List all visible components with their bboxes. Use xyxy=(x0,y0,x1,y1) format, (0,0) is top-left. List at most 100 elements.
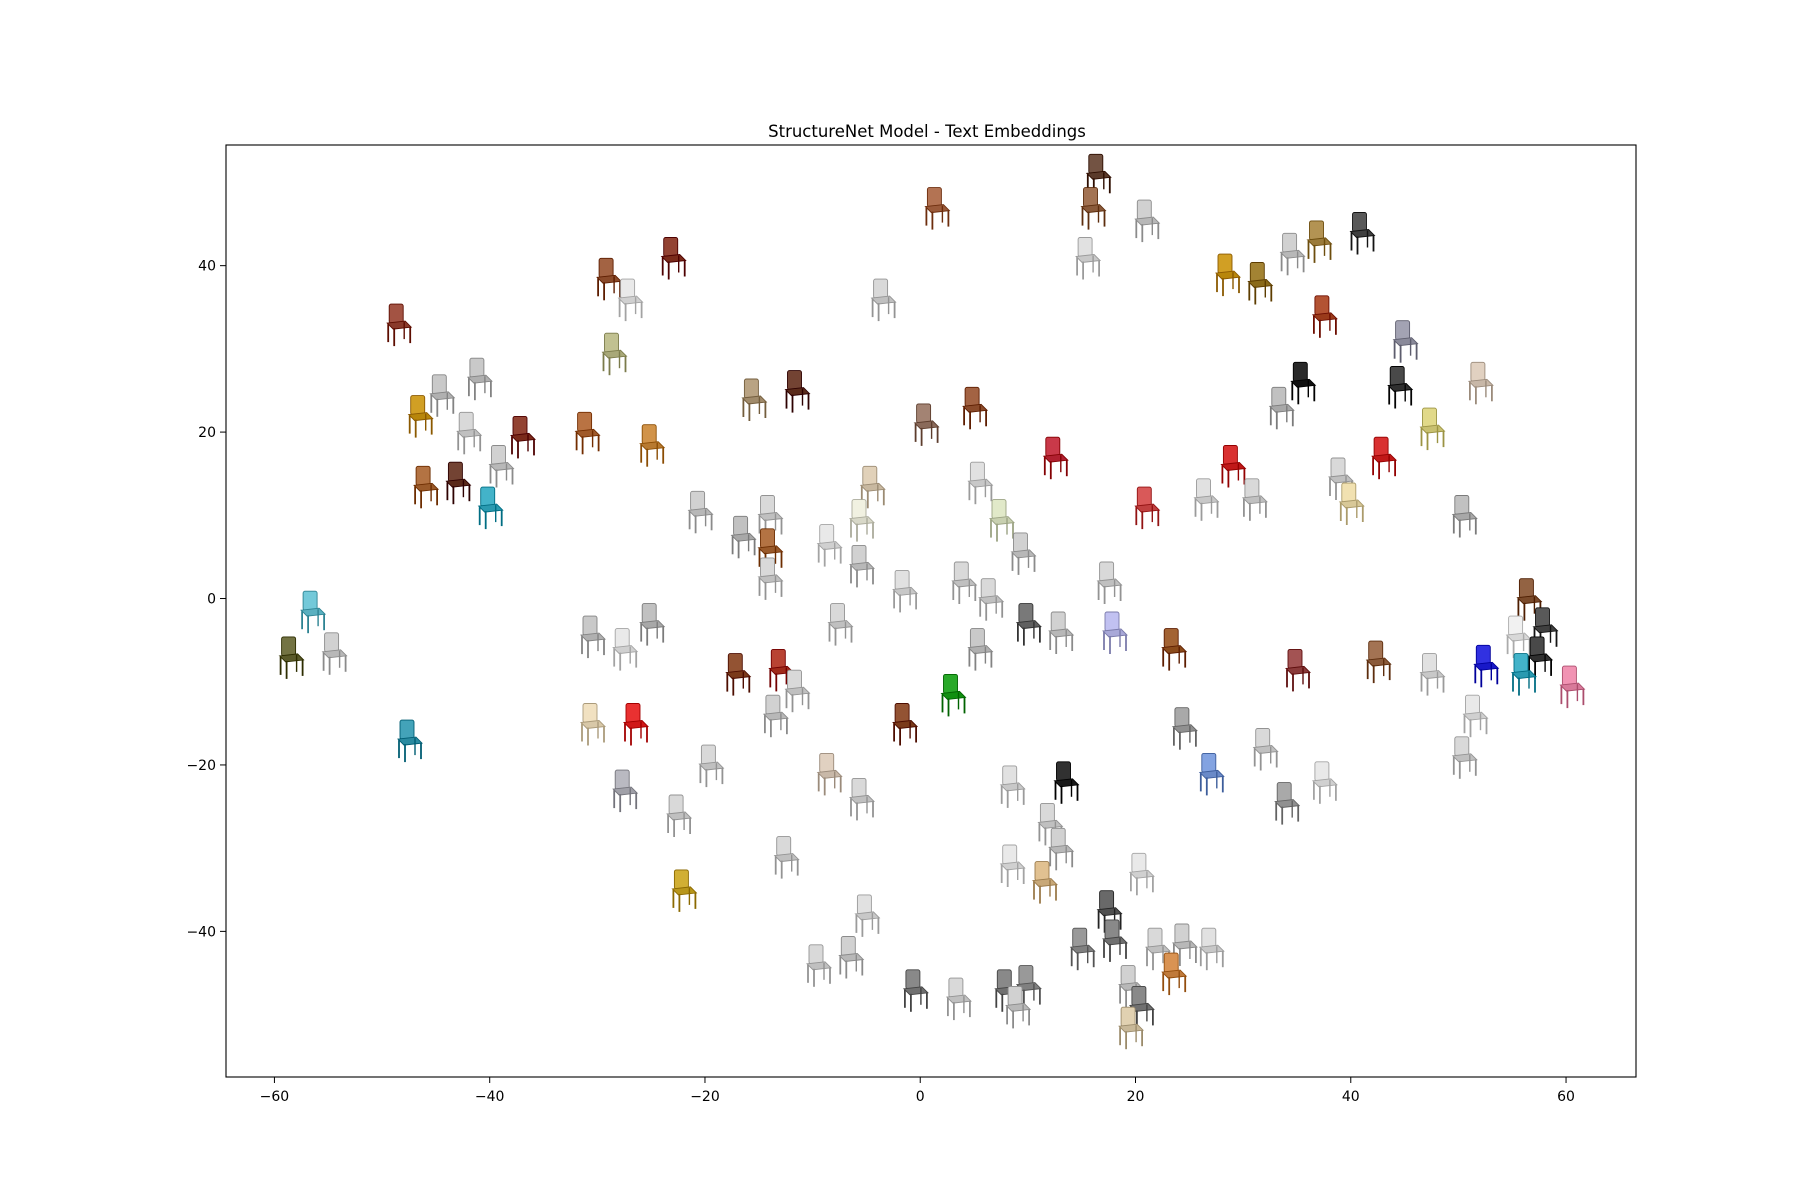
y-tick-label: 20 xyxy=(198,425,216,441)
data-point xyxy=(1048,827,1075,871)
data-point xyxy=(1462,694,1489,738)
data-point xyxy=(1010,532,1037,575)
data-point xyxy=(725,653,752,696)
data-point xyxy=(1171,707,1198,750)
data-point xyxy=(757,528,784,571)
y-tick-label: −20 xyxy=(186,758,216,774)
data-point xyxy=(386,303,413,347)
data-point xyxy=(816,524,843,567)
data-point xyxy=(1198,752,1225,796)
data-point xyxy=(1053,761,1080,804)
data-point xyxy=(951,561,978,604)
data-point xyxy=(1118,1006,1145,1050)
data-point xyxy=(300,590,327,634)
data-point xyxy=(1473,644,1500,688)
data-point xyxy=(1252,728,1279,771)
data-point xyxy=(838,936,865,979)
data-point xyxy=(1371,436,1398,480)
y-axis: −40 −20 0 20 40 xyxy=(186,259,226,940)
data-point xyxy=(1134,199,1161,243)
data-point xyxy=(639,424,666,467)
data-point xyxy=(1387,366,1414,409)
data-point xyxy=(1392,320,1419,363)
data-point xyxy=(623,703,649,746)
data-point xyxy=(849,499,875,542)
data-point xyxy=(612,769,639,813)
data-point xyxy=(1215,253,1241,297)
data-point xyxy=(687,490,714,534)
data-point xyxy=(1451,495,1478,538)
y-tick-label: −40 xyxy=(186,924,216,940)
data-point xyxy=(1048,611,1075,654)
data-point xyxy=(967,628,994,671)
data-point xyxy=(757,495,784,538)
data-point xyxy=(1005,985,1032,1029)
data-point xyxy=(1511,653,1537,696)
data-point xyxy=(784,669,811,713)
data-point xyxy=(1032,861,1058,904)
data-point xyxy=(1311,761,1338,804)
data-point xyxy=(1198,927,1225,971)
data-point xyxy=(456,411,483,455)
data-point xyxy=(1338,482,1365,525)
data-point xyxy=(510,415,536,459)
x-tick-label: 60 xyxy=(1557,1089,1575,1105)
data-point xyxy=(1290,361,1317,405)
data-point xyxy=(1161,628,1188,671)
data-point xyxy=(945,977,972,1021)
data-point xyxy=(854,894,881,937)
data-point xyxy=(1516,578,1543,621)
data-point xyxy=(978,578,1005,621)
chart-title: StructureNet Model - Text Embeddings xyxy=(768,122,1086,141)
data-point xyxy=(1171,923,1198,966)
data-point xyxy=(784,370,811,413)
data-point xyxy=(445,461,472,505)
data-point xyxy=(967,461,994,505)
data-point xyxy=(1279,232,1306,276)
data-point xyxy=(1075,237,1102,280)
data-point xyxy=(488,445,515,488)
data-point xyxy=(1419,653,1446,696)
data-point xyxy=(397,719,423,763)
data-point xyxy=(1096,561,1123,604)
data-point xyxy=(1274,782,1301,825)
data-point xyxy=(1015,603,1042,646)
data-point xyxy=(1247,262,1274,305)
data-point xyxy=(757,557,784,600)
data-point xyxy=(1419,407,1446,451)
data-point xyxy=(1080,187,1107,230)
data-point xyxy=(1220,445,1247,488)
data-point xyxy=(773,836,800,879)
data-point xyxy=(1306,220,1333,263)
data-point xyxy=(1096,890,1123,933)
data-point xyxy=(639,603,666,646)
data-point xyxy=(816,752,843,796)
data-point xyxy=(429,374,456,417)
data-point xyxy=(1365,640,1392,684)
data-point xyxy=(940,673,967,717)
data-point xyxy=(574,411,601,455)
data-point xyxy=(1532,607,1559,650)
data-point xyxy=(698,744,725,788)
data-point xyxy=(1193,478,1220,521)
data-point xyxy=(1311,295,1338,338)
x-tick-label: 20 xyxy=(1127,1089,1145,1105)
data-point xyxy=(612,628,639,671)
data-point xyxy=(1128,852,1155,896)
data-point xyxy=(1467,361,1494,405)
data-point xyxy=(730,515,757,559)
data-point xyxy=(999,765,1026,808)
data-point xyxy=(407,395,434,438)
data-point xyxy=(1241,478,1268,521)
plot-frame xyxy=(225,144,1637,1078)
data-point xyxy=(849,544,875,588)
x-tick-label: 0 xyxy=(916,1089,925,1105)
x-tick-label: −40 xyxy=(475,1089,505,1105)
data-point xyxy=(1268,386,1295,430)
data-point xyxy=(1161,952,1188,996)
x-tick-label: −60 xyxy=(260,1089,290,1105)
data-point xyxy=(913,403,940,446)
data-point xyxy=(1451,736,1478,779)
data-point xyxy=(806,944,832,987)
